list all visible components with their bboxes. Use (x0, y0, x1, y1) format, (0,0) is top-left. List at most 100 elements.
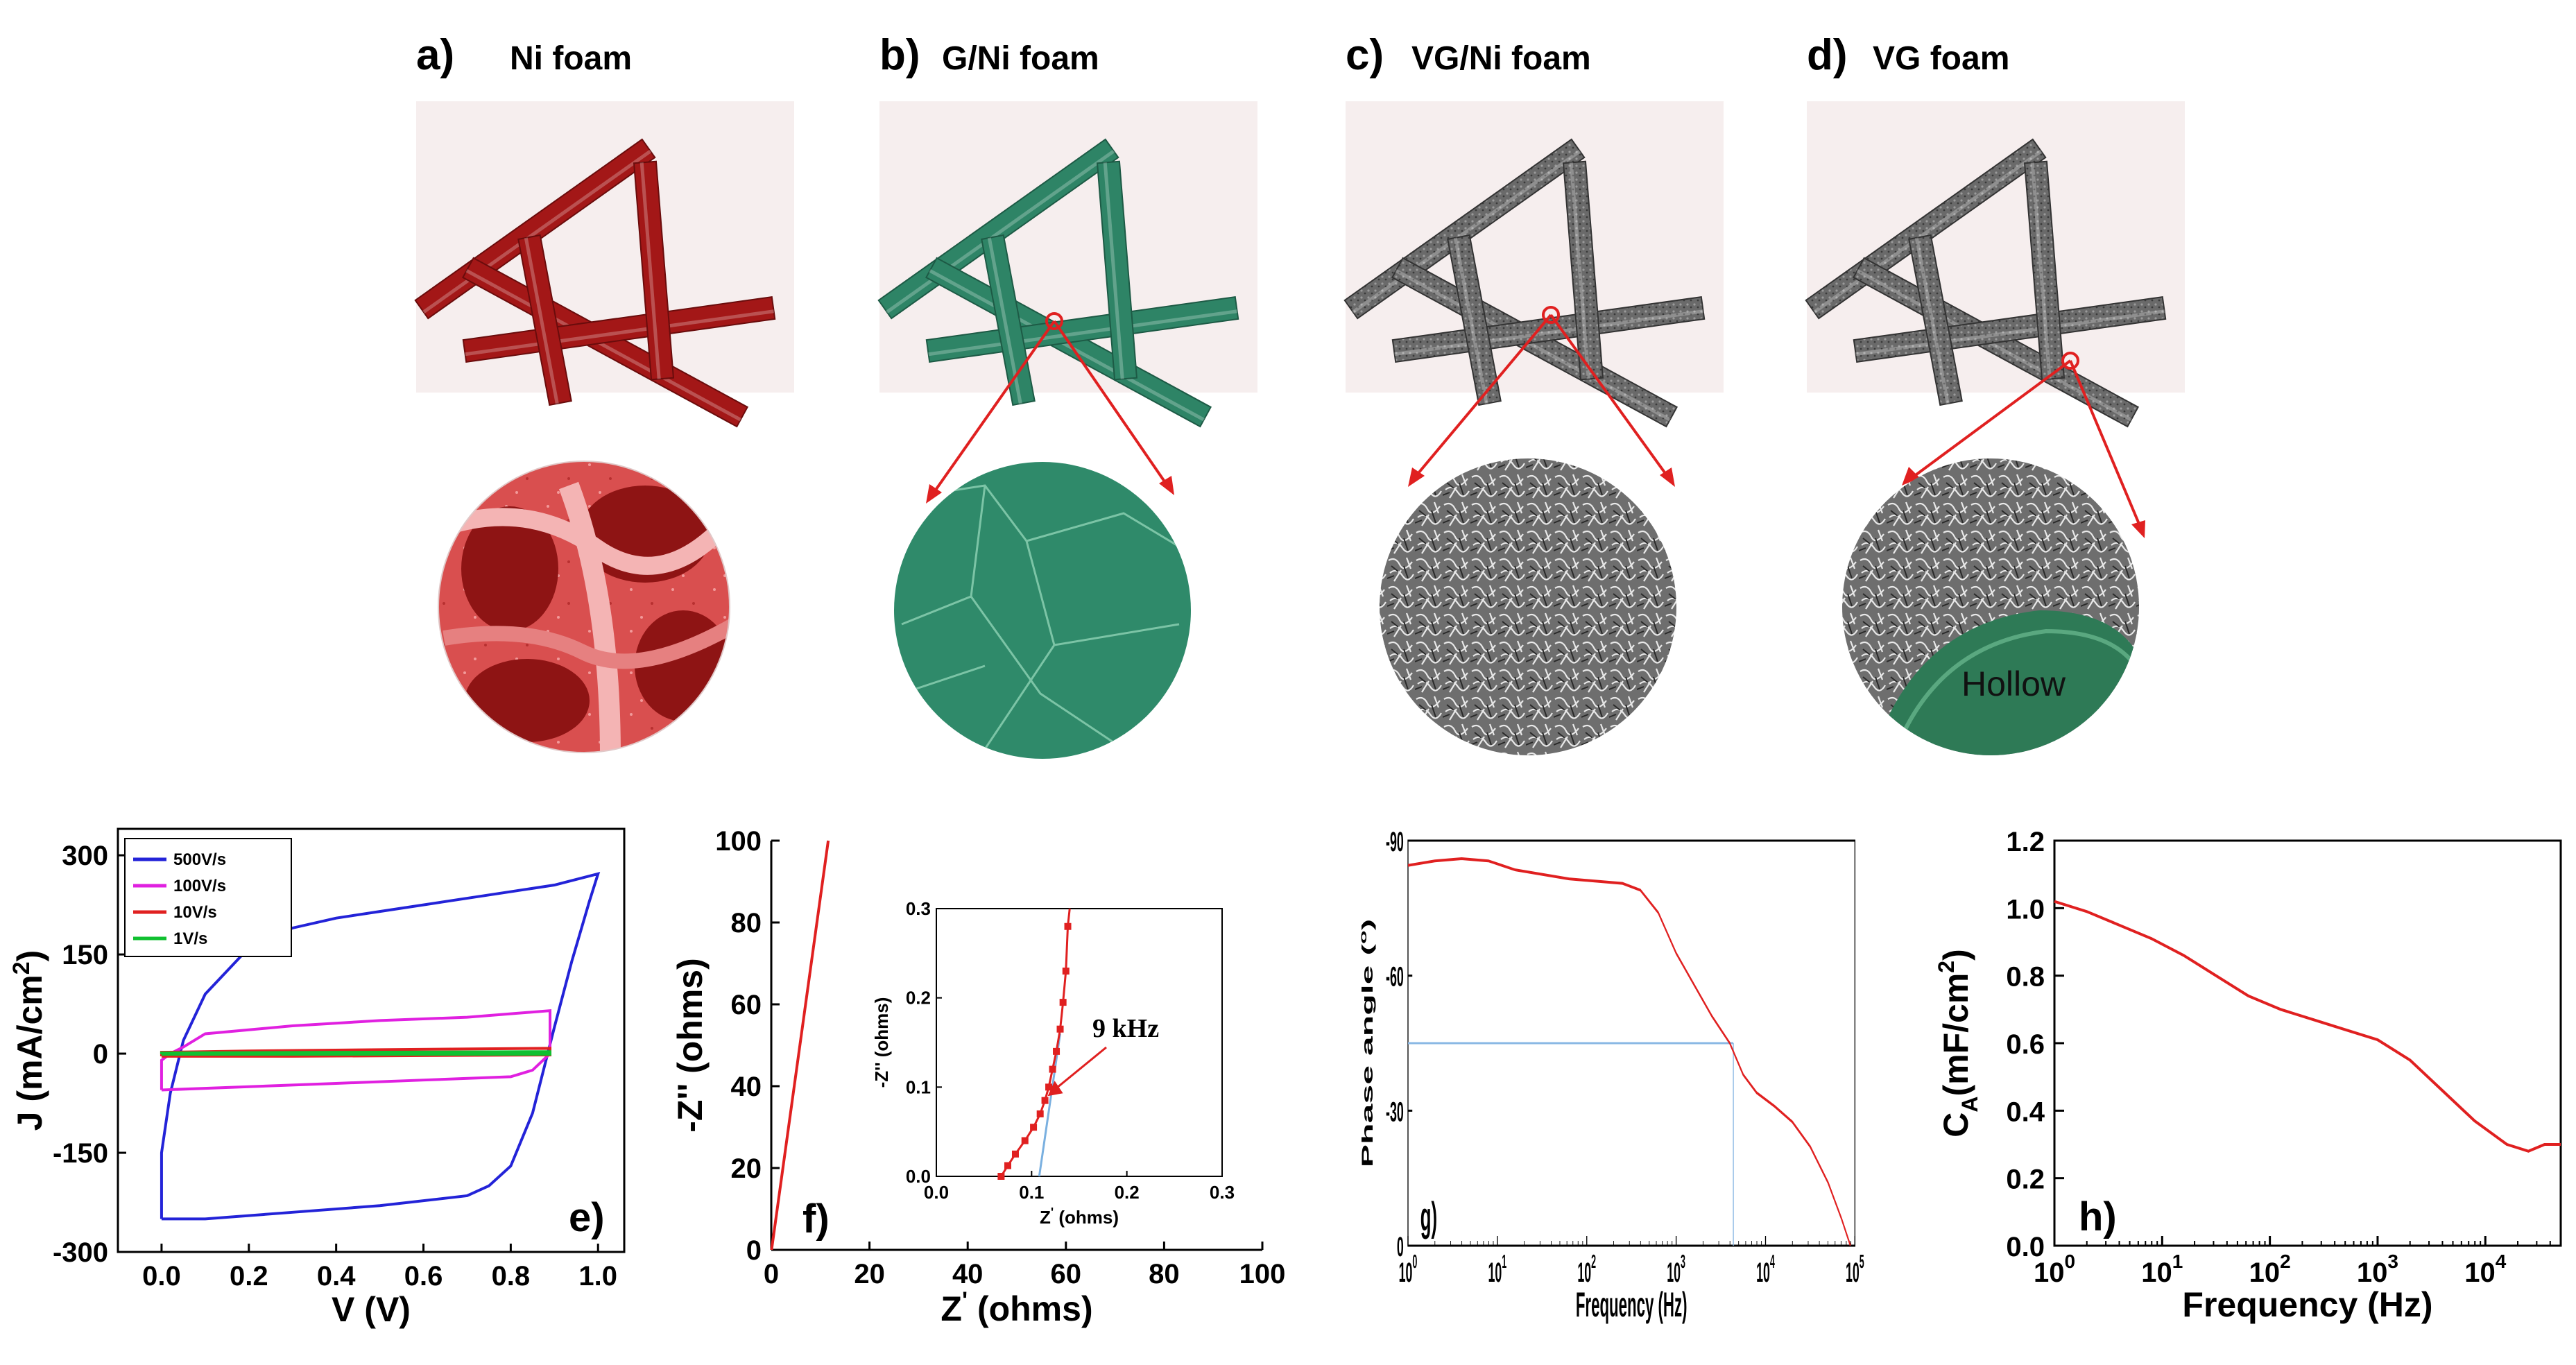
foam-rod (1447, 234, 1502, 406)
y-tick-label: 1.0 (2006, 894, 2045, 925)
y-tick-label: 0 (93, 1039, 108, 1070)
inset-point (1062, 968, 1070, 975)
y-tick-label: 40 (731, 1072, 762, 1102)
foam-rod-highlight (2030, 162, 2052, 379)
foam-rod-highlight (1914, 237, 1950, 404)
x-tick-label: 0.8 (492, 1261, 531, 1291)
inset-point (1004, 1162, 1011, 1169)
inset-frame (936, 908, 1223, 1177)
x-tick-label: 20 (854, 1259, 885, 1289)
inset-annotation-arrow (1051, 1046, 1107, 1093)
y-tick-label: 0.6 (2006, 1029, 2045, 1060)
chart-e-cyclic-voltammetry: 0.0 0.2 0.4 0.6 0.8 1.0 300 150 0 -150 -300 500V/s 1… (8, 827, 626, 1329)
phase-line (1407, 857, 1851, 1246)
foam-rod-highlight (1394, 309, 1704, 357)
inset-y-tick-label: 0.2 (906, 988, 931, 1008)
inset-point (1041, 1097, 1049, 1104)
y-tick-label: 0.2 (2006, 1165, 2045, 1195)
series-line-100V/s (160, 1008, 552, 1092)
y-tick-label: -90 (1386, 826, 1404, 857)
inset-x-axis-label: Z' (ohms) (1040, 1205, 1119, 1228)
y-tick-label: 0 (1397, 1231, 1404, 1262)
y-tick-label: 0 (746, 1235, 762, 1266)
inset-plot: 0.0 0.1 0.2 0.3 0.0 0.1 0.2 0.3 9 kHz Z' (ohms) -Z… (871, 898, 1235, 1228)
foam-rod-highlight (1813, 149, 2043, 314)
x-axis-label: V (V) (332, 1290, 411, 1329)
inset-point (1030, 1124, 1038, 1131)
series-line-1V/s (160, 1050, 552, 1056)
inset-point (1049, 1065, 1056, 1073)
chart-h-capacitance: 100 101 102 103 104 0.0 0.2 0.4 0.6 0.8 1.0 1.2 Freq… (1934, 827, 2562, 1324)
plot-frame (2053, 839, 2562, 1247)
foam-rod (2023, 160, 2066, 381)
panel-letter-b: b) (879, 31, 920, 79)
x-tick-label: 105 (1846, 1250, 1864, 1288)
callout-b (926, 312, 1174, 504)
x-tick-label: 0 (764, 1259, 779, 1289)
legend-label: 1V/s (173, 929, 207, 948)
panel-title-a: Ni foam (510, 40, 632, 77)
y-tick-label: 1.2 (2006, 827, 2045, 857)
y-tick-label: 60 (731, 990, 762, 1020)
y-tick-label: -60 (1386, 961, 1404, 992)
y-tick-label: 300 (62, 841, 108, 871)
foam-rod (1562, 160, 1604, 381)
capacitance-line (2054, 900, 2561, 1153)
x-tick-label: 103 (2357, 1251, 2398, 1288)
inset-x-tick-label: 0.2 (1115, 1182, 1140, 1203)
x-tick-label: 104 (2464, 1251, 2507, 1288)
y-tick-label: 0.4 (2006, 1097, 2045, 1127)
y-tick-label: -30 (1386, 1096, 1404, 1127)
chart-f-nyquist-plot: 0 20 40 60 80 100 0 20 40 60 80 100 Z' (ohms) -Z'' (o… (671, 826, 1285, 1328)
foam-rod (1096, 160, 1138, 381)
sem-image-vg-foam: Hollow (1842, 458, 2139, 755)
inset-point (1036, 1110, 1044, 1117)
panel-letter-g: g) (1420, 1194, 1437, 1239)
foam-rod-highlight (929, 269, 1205, 422)
y-tick-label: 0.0 (2006, 1232, 2045, 1262)
y-tick-label: 80 (731, 908, 762, 938)
foam-rod (633, 160, 675, 381)
inset-y-tick-label: 0.0 (906, 1166, 931, 1187)
inset-point (1064, 922, 1072, 930)
y-tick-label: 150 (62, 940, 108, 970)
y-tick-label: 0.8 (2006, 962, 2045, 993)
nyquist-line (770, 840, 830, 1251)
panel-letter-e: e) (569, 1195, 605, 1240)
inset-arrow-head (1047, 1081, 1063, 1097)
callout-d (1902, 352, 2145, 538)
legend-label: 100V/s (173, 877, 226, 895)
inset-y-tick-label: 0.1 (906, 1076, 931, 1097)
panel-title-d: VG foam (1873, 40, 2009, 77)
x-tick-label: 100 (2034, 1251, 2075, 1288)
inset-x-tick-label: 0.3 (1210, 1182, 1235, 1203)
foam-rod-highlight (1453, 237, 1488, 404)
x-tick-label: 0.2 (230, 1261, 268, 1291)
foam-illustration-a (414, 101, 794, 428)
x-tick-label: 101 (2141, 1251, 2183, 1288)
inset-x-tick-label: 0.0 (924, 1182, 949, 1203)
legend-label: 10V/s (173, 903, 217, 922)
foam-rod (517, 234, 572, 406)
sem-image-g-ni-foam (894, 462, 1191, 759)
foam-rod-highlight (1395, 269, 1671, 422)
foam-rod (981, 234, 1036, 406)
x-tick-label: 100 (1399, 1250, 1418, 1288)
y-axis-label: Phase angle (o) (1358, 919, 1376, 1167)
foam-illustration-b (877, 101, 1257, 428)
sem-image-ni-foam (438, 461, 730, 753)
foam-rod-highlight (1103, 162, 1124, 379)
inset-point (997, 1173, 1005, 1180)
panel-title-b: G/Ni foam (942, 40, 1099, 77)
panel-letter-h: h) (2079, 1194, 2117, 1239)
chart-g-phase-angle: 100 101 102 103 104 105 -90 -60 -30 0 Frequency (H… (1358, 826, 1864, 1325)
inset-annotation: 9 kHz (1092, 1014, 1159, 1043)
x-tick-label: 0.0 (142, 1261, 181, 1291)
plot-frame (117, 827, 626, 1253)
inset-point (1021, 1137, 1029, 1144)
x-tick-label: 60 (1051, 1259, 1082, 1289)
inset-x-tick-label: 0.1 (1019, 1182, 1044, 1203)
x-tick-label: 101 (1488, 1250, 1507, 1288)
y-axis-label: CA(mF/cm2) (1934, 949, 1982, 1137)
